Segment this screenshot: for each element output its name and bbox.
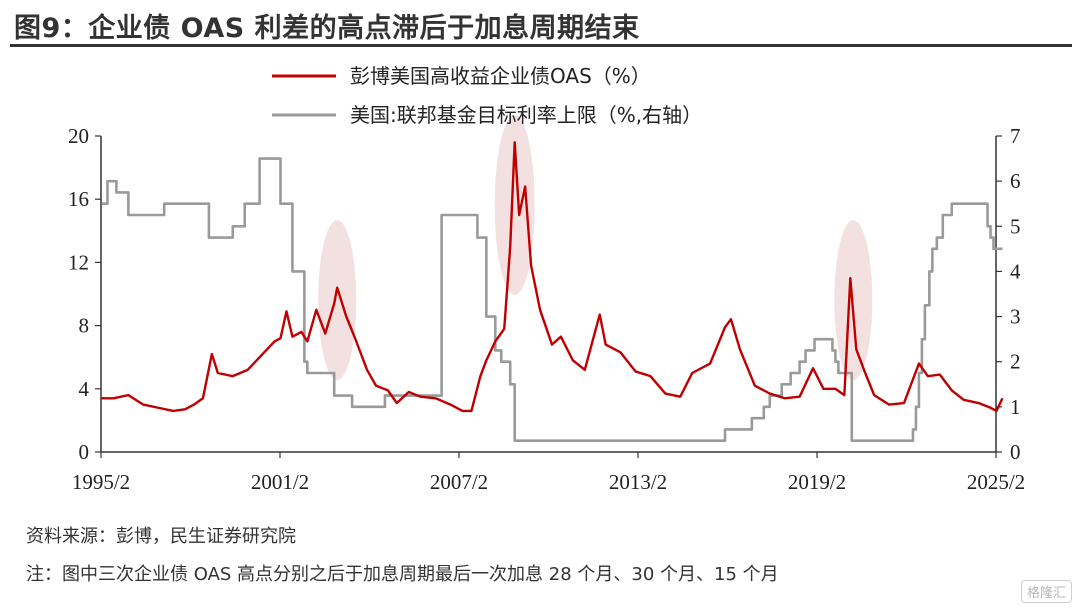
highlight-ellipse bbox=[494, 115, 535, 295]
title-underline bbox=[10, 44, 1072, 47]
fed-rate-line bbox=[101, 157, 1003, 443]
x-tick-label: 2001/2 bbox=[251, 470, 309, 494]
left-tick-label: 0 bbox=[79, 440, 90, 464]
legend-label-oas: 彭博美国高收益企业债OAS（%） bbox=[350, 64, 651, 88]
right-tick-label: 4 bbox=[1010, 259, 1021, 283]
right-tick-label: 7 bbox=[1010, 124, 1021, 148]
legend-label-fed: 美国:联邦基金目标利率上限（%,右轴） bbox=[350, 103, 702, 127]
series-layer bbox=[101, 141, 1004, 443]
right-tick-label: 1 bbox=[1010, 395, 1021, 419]
right-tick-label: 3 bbox=[1010, 305, 1021, 329]
x-tick-label: 2013/2 bbox=[609, 470, 667, 494]
source-note: 资料来源：彭博，民生证券研究院 bbox=[26, 526, 296, 547]
x-tick-label: 1995/2 bbox=[72, 470, 130, 494]
right-tick-label: 6 bbox=[1010, 169, 1021, 193]
footnote: 注：图中三次企业债 OAS 高点分别之后于加息周期最后一次加息 28 个月、30… bbox=[26, 564, 779, 585]
x-tick-label: 2007/2 bbox=[430, 470, 488, 494]
watermark-logo: 格隆汇 bbox=[1020, 580, 1072, 603]
x-tick-label: 2025/2 bbox=[967, 470, 1025, 494]
highlight-ellipse bbox=[318, 220, 357, 380]
left-tick-label: 8 bbox=[79, 314, 90, 338]
right-tick-label: 2 bbox=[1010, 350, 1021, 374]
left-tick-label: 20 bbox=[68, 124, 89, 148]
x-tick-label: 2019/2 bbox=[788, 470, 846, 494]
highlight-layer bbox=[318, 115, 873, 380]
left-tick-label: 16 bbox=[68, 187, 89, 211]
oas-spread-line bbox=[101, 141, 1004, 413]
figure-title: 图9：企业债 OAS 利差的高点滞后于加息周期结束 bbox=[14, 13, 640, 44]
axes-layer bbox=[100, 136, 997, 453]
left-tick-label: 4 bbox=[79, 377, 90, 401]
right-tick-label: 0 bbox=[1010, 440, 1021, 464]
right-tick-label: 5 bbox=[1010, 214, 1021, 238]
legend: 彭博美国高收益企业债OAS（%） 美国:联邦基金目标利率上限（%,右轴） bbox=[272, 64, 702, 127]
left-tick-label: 12 bbox=[68, 250, 89, 274]
